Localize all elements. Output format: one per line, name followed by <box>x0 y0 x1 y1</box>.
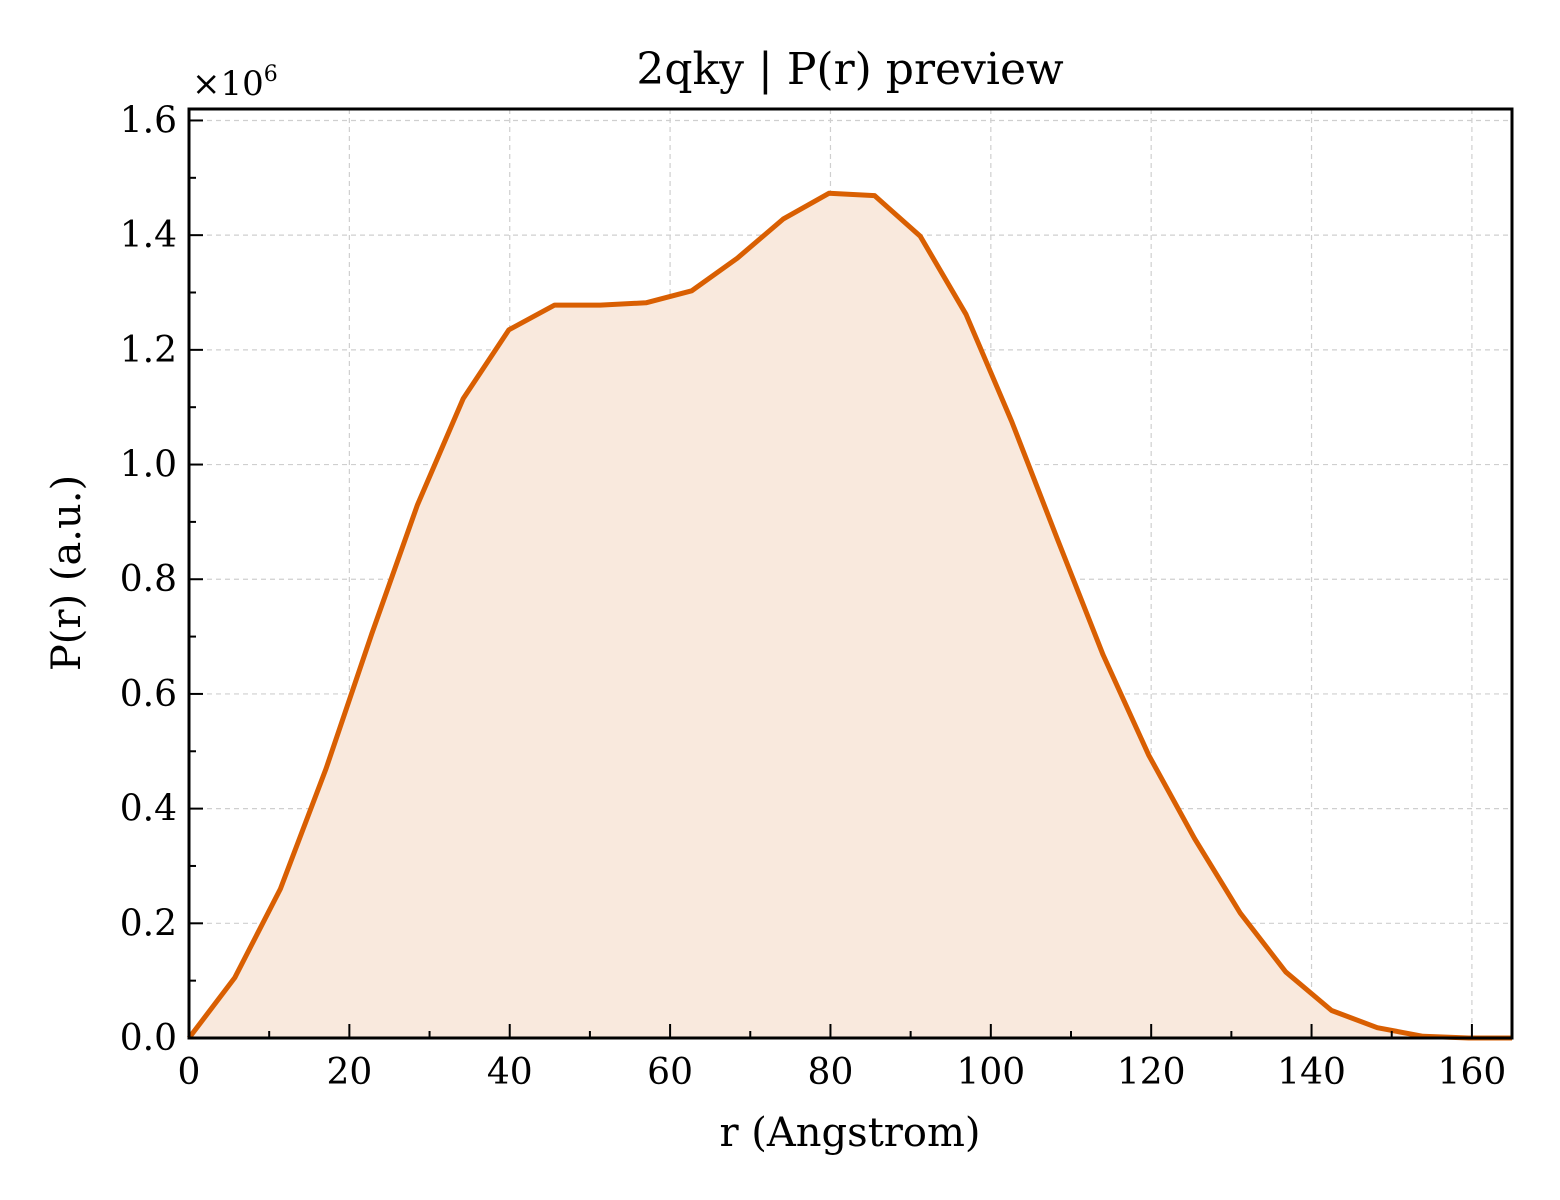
chart-title: 2qky | P(r) preview <box>636 44 1064 95</box>
y-multiplier-base: ×10 <box>192 64 264 104</box>
plot-frame <box>187 107 1514 1040</box>
y-tick-label: 0.6 <box>120 674 177 715</box>
series-line <box>187 190 1512 1041</box>
y-tick-label: 0.0 <box>120 1018 177 1059</box>
y-multiplier: ×106 <box>192 62 278 104</box>
y-multiplier-exponent: 6 <box>264 62 278 87</box>
y-tick-label: 0.8 <box>120 559 177 600</box>
y-axis-label: P(r) (a.u.) <box>44 475 90 671</box>
y-tick-label: 0.2 <box>120 903 177 944</box>
x-tick-label: 0 <box>178 1052 201 1093</box>
x-tick-label: 80 <box>808 1052 854 1093</box>
y-tick-label: 1.2 <box>120 330 177 371</box>
x-axis-label: r (Angstrom) <box>719 1110 980 1156</box>
ticks: 0 20 40 60 80 100 120 140 160 0.0 0.2 0.4 0.6 0.8 1.0 1… <box>120 100 1507 1093</box>
y-tick-label: 1.6 <box>120 100 177 141</box>
area-fill <box>189 193 1512 1039</box>
x-tick-label: 160 <box>1438 1052 1507 1093</box>
x-tick-label: 20 <box>326 1052 372 1093</box>
x-tick-label: 60 <box>647 1052 693 1093</box>
x-tick-label: 140 <box>1277 1052 1346 1093</box>
x-tick-label: 100 <box>956 1052 1025 1093</box>
y-tick-label: 1.0 <box>120 445 177 486</box>
x-tick-label: 40 <box>487 1052 533 1093</box>
y-tick-label: 1.4 <box>120 215 177 256</box>
y-tick-label: 0.4 <box>120 789 177 830</box>
x-tick-label: 120 <box>1117 1052 1186 1093</box>
